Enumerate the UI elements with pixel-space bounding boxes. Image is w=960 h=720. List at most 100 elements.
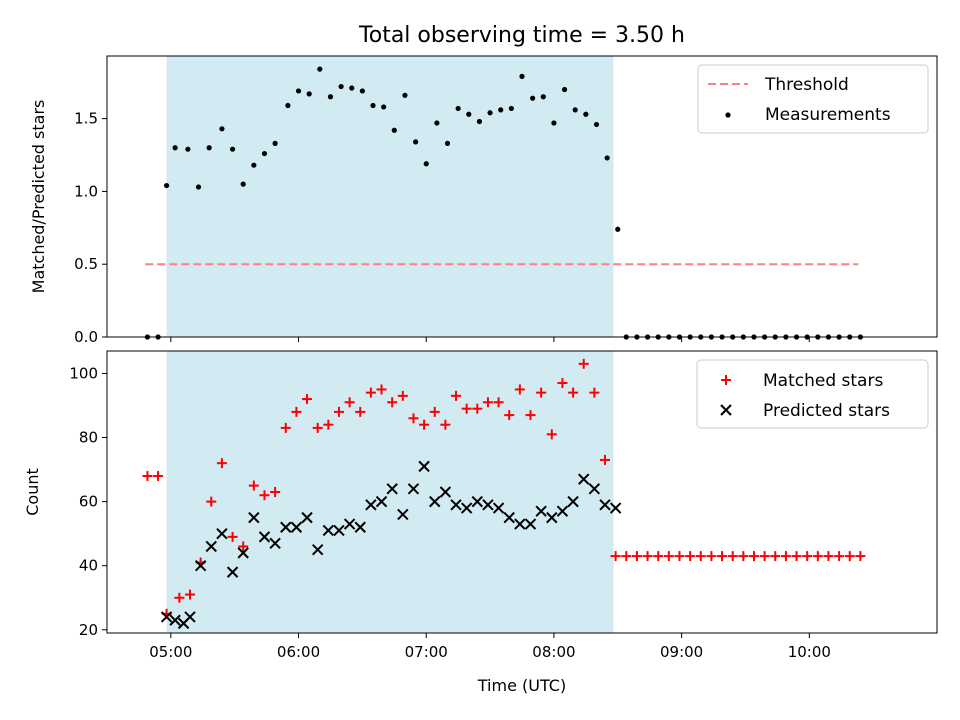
matched-star-point bbox=[280, 422, 291, 433]
measurement-point bbox=[285, 102, 291, 109]
predicted-star-point bbox=[397, 508, 409, 521]
measurement-point bbox=[498, 107, 504, 113]
measurement-point bbox=[306, 91, 312, 97]
matched-star-point bbox=[312, 422, 323, 433]
bottom-legend: Matched stars Predicted stars bbox=[696, 359, 929, 429]
matched-star-point bbox=[248, 480, 259, 491]
matched-star-point bbox=[610, 551, 621, 562]
matched-star-point bbox=[600, 454, 610, 465]
predicted-star-point bbox=[418, 460, 430, 473]
matched-star-point bbox=[717, 551, 728, 562]
top-observing-window bbox=[166, 56, 614, 337]
bottom-y-tick-label: 100 bbox=[69, 364, 98, 382]
predicted-stars-legend-marker bbox=[720, 404, 732, 416]
matched-star-point bbox=[780, 551, 791, 562]
measurement-point bbox=[540, 94, 546, 100]
measurement-point bbox=[530, 95, 536, 101]
measurement-point bbox=[272, 140, 278, 146]
matched-star-point bbox=[642, 551, 653, 562]
top-y-tick-label: 0.5 bbox=[74, 255, 98, 273]
predicted-star-point bbox=[471, 495, 484, 508]
predicted-star-point bbox=[407, 483, 420, 495]
matched-star-point bbox=[451, 390, 462, 401]
top-y-tick-label: 1.5 bbox=[74, 110, 98, 128]
predicted-star-point bbox=[184, 611, 196, 623]
predicted-star-point bbox=[216, 527, 228, 540]
matched-star-point bbox=[291, 406, 302, 417]
matched-star-point bbox=[855, 551, 866, 562]
matched-star-point bbox=[376, 384, 387, 395]
measurement-point bbox=[615, 226, 621, 232]
predicted-star-point bbox=[160, 611, 173, 623]
x-tick-label: 07:00 bbox=[405, 643, 448, 661]
matched-star-point bbox=[546, 429, 557, 440]
measurement-point bbox=[206, 145, 212, 151]
predicted-star-point bbox=[546, 511, 558, 524]
bottom-y-tick-label: 60 bbox=[79, 493, 98, 511]
measurement-point bbox=[423, 161, 429, 167]
x-tick-label: 10:00 bbox=[788, 643, 831, 661]
measurement-point bbox=[240, 181, 246, 187]
predicted-star-point bbox=[322, 524, 335, 537]
matched-star-point bbox=[653, 551, 664, 562]
matched-star-point bbox=[333, 406, 344, 417]
measurement-point bbox=[604, 155, 610, 161]
measurement-point bbox=[338, 83, 344, 90]
measurement-point bbox=[583, 111, 589, 117]
predicted-stars-legend-swatch bbox=[720, 404, 732, 416]
x-tick-label: 09:00 bbox=[660, 643, 703, 661]
matched-star-point bbox=[482, 397, 493, 408]
bottom-y-tick-label: 80 bbox=[79, 429, 98, 447]
matched-star-point bbox=[206, 496, 217, 507]
measurement-point bbox=[551, 120, 557, 126]
bottom-legend-box bbox=[696, 359, 929, 429]
predicted-star-point bbox=[439, 486, 452, 498]
matched-star-point bbox=[525, 410, 536, 421]
predicted-star-point bbox=[535, 505, 547, 517]
matched-stars-legend-swatch bbox=[721, 375, 731, 385]
predicted-star-point bbox=[280, 521, 292, 533]
matched-star-point bbox=[738, 551, 749, 562]
measurement-point bbox=[444, 140, 451, 146]
matched-star-point bbox=[514, 384, 525, 395]
measurement-point bbox=[391, 127, 397, 133]
top-y-axis-label: Matched/Predicted stars bbox=[29, 100, 48, 294]
measurement-point bbox=[434, 120, 440, 126]
predicted-star-point bbox=[375, 495, 388, 508]
matched-star-point bbox=[216, 458, 227, 469]
measurement-point bbox=[508, 105, 514, 112]
matched-star-point bbox=[493, 397, 504, 408]
predicted-star-point bbox=[460, 502, 473, 514]
predicted-star-point bbox=[386, 483, 398, 495]
bottom-data-points bbox=[142, 358, 866, 630]
matched-star-point bbox=[185, 589, 195, 600]
matched-star-point bbox=[663, 551, 674, 562]
measurement-point bbox=[163, 182, 170, 189]
predicted-star-point bbox=[301, 511, 313, 524]
matched-star-point bbox=[227, 531, 238, 542]
measurement-point bbox=[412, 139, 419, 145]
measurement-point bbox=[229, 146, 236, 152]
matched-star-point bbox=[770, 551, 781, 562]
predicted-star-point bbox=[333, 524, 345, 537]
matched-star-point bbox=[344, 397, 355, 408]
matched-star-point bbox=[302, 394, 313, 405]
matched-star-point bbox=[461, 403, 472, 414]
matched-star-point bbox=[834, 551, 845, 562]
measurement-point bbox=[466, 111, 472, 117]
matched-star-point bbox=[759, 551, 770, 562]
matched-star-point bbox=[536, 387, 547, 398]
predicted-star-point bbox=[588, 483, 601, 495]
predicted-star-point bbox=[194, 559, 207, 572]
x-tick-label: 08:00 bbox=[532, 643, 575, 661]
matched-star-point bbox=[621, 551, 632, 562]
matched-star-point bbox=[674, 551, 685, 562]
measurement-point bbox=[317, 66, 323, 72]
predicted-star-point bbox=[503, 511, 515, 524]
matched-star-point bbox=[259, 490, 270, 501]
predicted-star-point bbox=[609, 502, 622, 514]
matched-star-point bbox=[557, 378, 568, 389]
matched-star-point bbox=[695, 551, 706, 562]
predicted-star-point bbox=[343, 518, 356, 530]
predicted-star-point bbox=[450, 499, 462, 511]
